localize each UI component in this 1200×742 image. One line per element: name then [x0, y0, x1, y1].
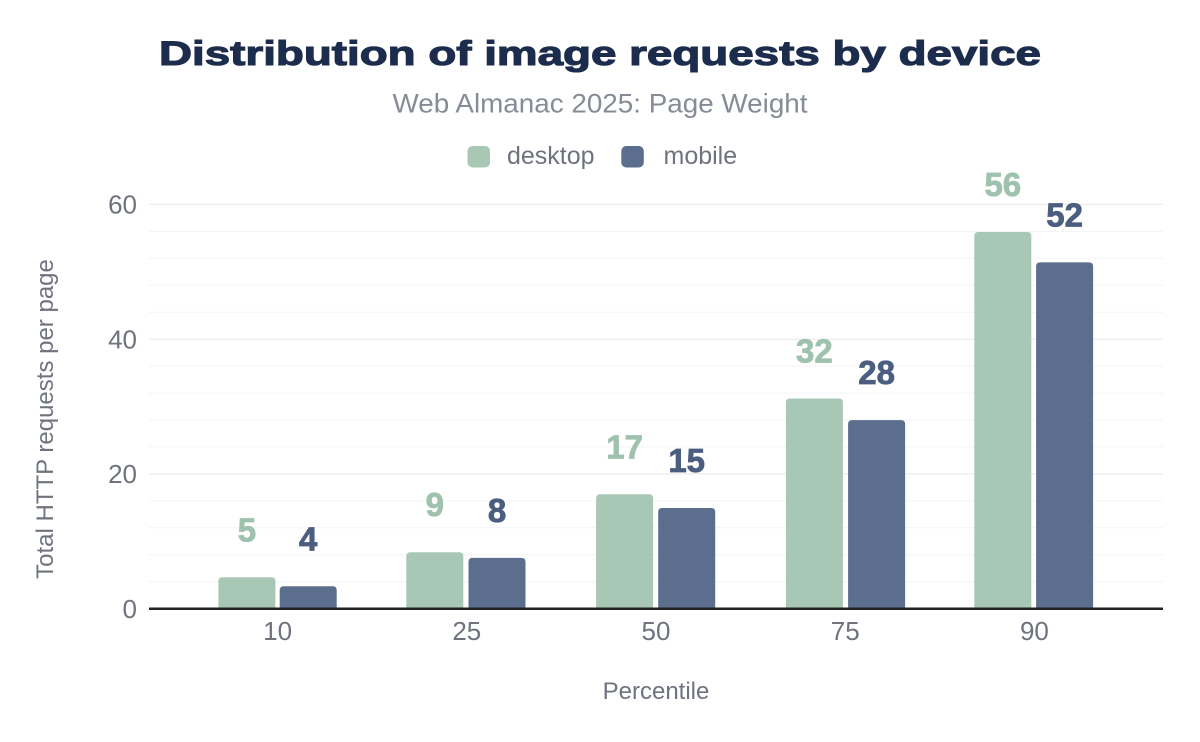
svg-text:20: 20: [108, 459, 137, 489]
svg-text:8: 8: [488, 492, 506, 529]
svg-text:52: 52: [1046, 196, 1083, 233]
svg-text:56: 56: [984, 166, 1021, 203]
svg-text:32: 32: [796, 333, 833, 370]
svg-text:mobile: mobile: [664, 142, 738, 170]
svg-text:10: 10: [263, 616, 292, 646]
svg-text:60: 60: [108, 190, 137, 220]
svg-text:4: 4: [299, 520, 318, 557]
svg-text:Percentile: Percentile: [603, 678, 710, 705]
svg-text:17: 17: [606, 428, 643, 465]
svg-text:Web Almanac 2025: Page Weight: Web Almanac 2025: Page Weight: [393, 89, 809, 119]
svg-text:75: 75: [831, 616, 860, 646]
svg-text:Distribution of image requests: Distribution of image requests by device: [159, 35, 1041, 73]
svg-text:desktop: desktop: [507, 142, 595, 170]
svg-text:28: 28: [858, 354, 895, 391]
svg-text:25: 25: [452, 616, 481, 646]
svg-text:15: 15: [668, 442, 705, 479]
svg-text:Total HTTP requests per page: Total HTTP requests per page: [32, 259, 59, 579]
svg-text:90: 90: [1020, 616, 1049, 646]
svg-text:50: 50: [642, 616, 671, 646]
svg-text:5: 5: [238, 511, 256, 548]
svg-text:40: 40: [108, 325, 137, 355]
svg-text:9: 9: [426, 486, 444, 523]
svg-text:0: 0: [123, 594, 137, 624]
